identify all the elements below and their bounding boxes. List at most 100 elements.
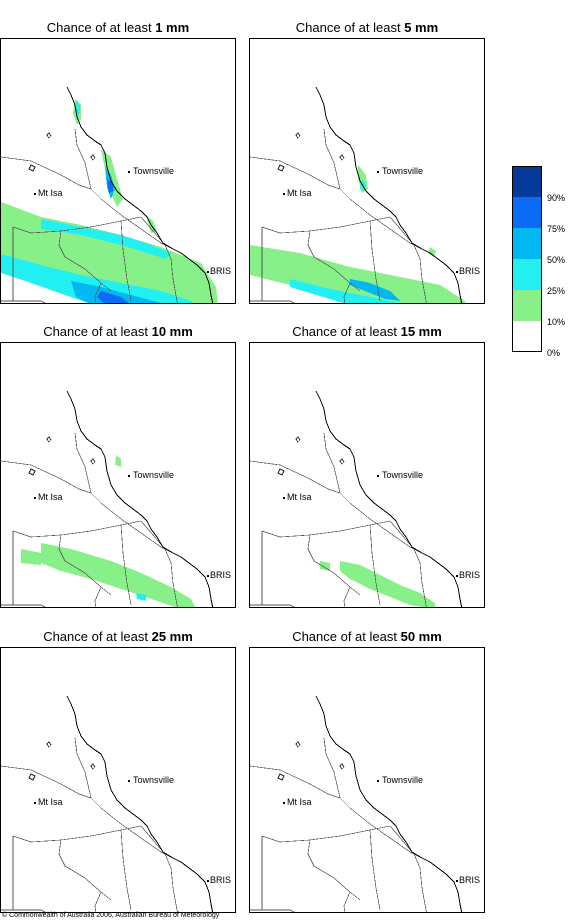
probability-zone (1, 254, 193, 303)
town-label: BRIS (210, 266, 232, 276)
district-border (307, 839, 361, 901)
copyright-icon: © (2, 912, 8, 919)
town-marker (128, 780, 130, 782)
district-border (58, 839, 112, 901)
town-label: Townsville (382, 470, 424, 480)
legend-label: 90% (547, 193, 566, 203)
legend-label: 25% (547, 286, 566, 296)
island (339, 154, 345, 161)
district-border (323, 432, 341, 494)
district-border (140, 825, 178, 912)
district-border (250, 765, 341, 799)
district-border (323, 128, 341, 190)
town-label: Mt Isa (287, 797, 312, 807)
copyright-notice: © Commonwealth of Australia 2006, Austra… (2, 912, 219, 919)
district-border (1, 765, 92, 799)
legend-swatch (512, 166, 542, 197)
island (339, 458, 345, 465)
probability-zone (340, 561, 435, 607)
probability-zone (71, 281, 161, 303)
copyright-text: Commonwealth of Australia 2006, Australi… (9, 912, 220, 919)
district-border (120, 220, 132, 302)
town-marker (128, 475, 130, 477)
district-border (261, 825, 391, 843)
island (277, 164, 285, 172)
probability-zone (320, 561, 330, 571)
town-marker (207, 575, 209, 577)
town-label: Townsville (382, 166, 424, 176)
island (339, 763, 345, 770)
district-border (343, 586, 351, 607)
probability-zone (428, 247, 436, 257)
map-frame: Townsville Mt Isa BRIS (0, 647, 236, 913)
coastline (66, 86, 214, 303)
island (46, 741, 52, 748)
district-border (339, 797, 431, 863)
map-canvas (250, 86, 466, 303)
map-canvas (1, 86, 218, 303)
probability-zone (350, 279, 400, 301)
legend-swatch (512, 321, 542, 352)
legend-label: 75% (547, 224, 566, 234)
district-border (12, 216, 142, 234)
island (90, 154, 96, 161)
coastline (315, 390, 463, 607)
panel-title: Chance of at least 15 mm (292, 324, 442, 339)
island (28, 164, 36, 172)
town-label: BRIS (459, 570, 481, 580)
legend-label: 10% (547, 317, 566, 327)
district-border (250, 300, 295, 303)
map-frame: Townsville Mt Isa BRIS (0, 342, 236, 608)
town-marker (377, 171, 379, 173)
panel-title: Chance of at least 25 mm (43, 629, 193, 644)
probability-zone (101, 149, 123, 207)
town-label: BRIS (210, 570, 232, 580)
district-border (339, 492, 431, 558)
town-label: Mt Isa (38, 797, 63, 807)
legend-swatch (512, 259, 542, 290)
district-border (90, 492, 182, 558)
district-border (343, 282, 351, 303)
town-marker (128, 171, 130, 173)
coastline (66, 695, 214, 912)
town-marker (377, 780, 379, 782)
district-border (1, 604, 46, 607)
probability-zone (76, 101, 80, 117)
map-canvas (1, 695, 214, 912)
district-border (369, 220, 381, 302)
island (28, 468, 36, 476)
town-label: Mt Isa (38, 492, 63, 502)
district-border (1, 300, 46, 303)
map-frame: Townsville Mt Isa BRIS (249, 342, 485, 608)
district-border (250, 604, 295, 607)
district-border (261, 520, 391, 538)
map-frame: Townsville Mt Isa BRIS (249, 38, 485, 304)
map-canvas (250, 390, 463, 607)
town-label: Mt Isa (38, 188, 63, 198)
district-border (369, 829, 381, 911)
district-border (369, 524, 381, 606)
legend-swatch (512, 228, 542, 259)
map-frame: Townsville Mt Isa BRIS (0, 38, 236, 304)
coastline (315, 86, 463, 303)
map-canvas (250, 695, 463, 912)
town-label: Mt Isa (287, 188, 312, 198)
district-border (343, 891, 351, 912)
island (46, 436, 52, 443)
legend-swatch (512, 290, 542, 321)
district-border (250, 460, 341, 494)
probability-zone (41, 543, 195, 607)
district-border (58, 534, 112, 596)
town-marker (34, 802, 36, 804)
island (295, 436, 301, 443)
district-border (94, 586, 102, 607)
town-marker (456, 575, 458, 577)
district-border (323, 737, 341, 799)
district-border (1, 156, 92, 190)
town-marker (34, 497, 36, 499)
district-border (389, 216, 427, 303)
district-border (90, 797, 182, 863)
district-border (1, 909, 46, 912)
district-border (74, 128, 92, 190)
district-border (140, 216, 178, 303)
